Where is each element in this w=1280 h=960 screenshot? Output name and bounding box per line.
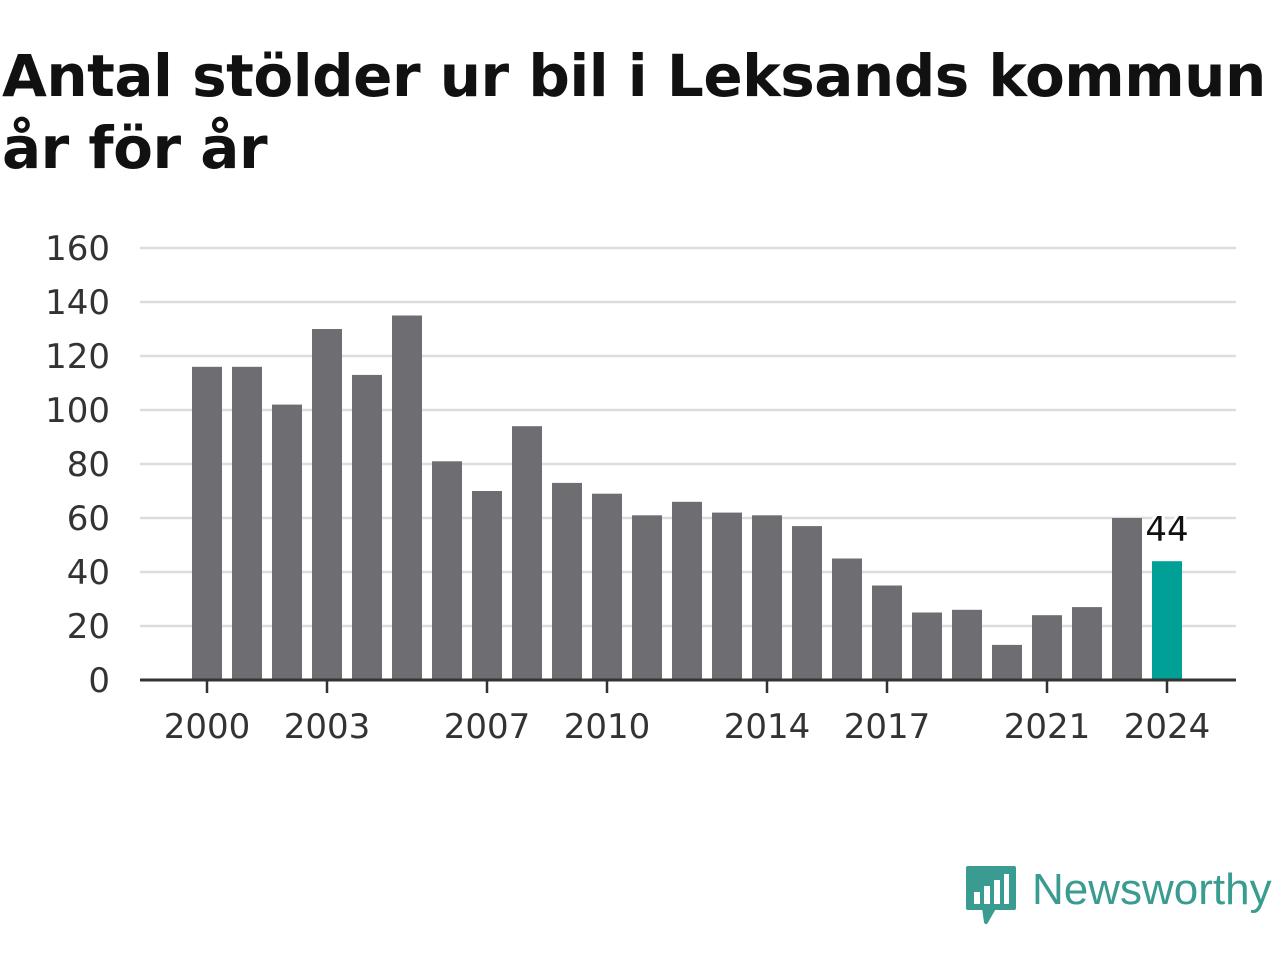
bar (712, 512, 742, 680)
bar (472, 491, 502, 680)
y-tick-label: 40 (67, 553, 110, 593)
bar (952, 609, 982, 680)
bar (1112, 518, 1142, 680)
bar (232, 366, 262, 680)
y-tick-label: 60 (67, 499, 110, 539)
newsworthy-bar-chart-icon (966, 866, 1016, 924)
bar (992, 644, 1022, 680)
bar (272, 404, 302, 680)
bar (632, 515, 662, 680)
bar (392, 315, 422, 680)
y-tick-label: 140 (45, 283, 110, 323)
bar (312, 329, 342, 680)
bar (872, 585, 902, 680)
y-tick-label: 0 (88, 661, 110, 701)
x-tick-label: 2017 (844, 707, 931, 747)
newsworthy-logo: Newsworthy (962, 862, 1280, 932)
x-tick-label: 2014 (724, 707, 811, 747)
bar (1032, 615, 1062, 680)
bar-highlight (1152, 561, 1182, 680)
x-tick-label: 2024 (1124, 707, 1211, 747)
x-tick-label: 2000 (164, 707, 251, 747)
y-tick-label: 20 (67, 607, 110, 647)
data-label: 44 (1145, 510, 1188, 550)
bar (672, 501, 702, 680)
bar (912, 612, 942, 680)
newsworthy-wordmark: Newsworthy (1032, 865, 1272, 914)
bar (792, 526, 822, 680)
bar (752, 515, 782, 680)
bar (592, 493, 622, 680)
x-tick-label: 2003 (284, 707, 371, 747)
bar (832, 558, 862, 680)
bar (432, 461, 462, 680)
y-tick-label: 120 (45, 337, 110, 377)
chart-title: Antal stölder ur bil i Leksands kommun å… (2, 42, 1266, 182)
x-tick-label: 2007 (444, 707, 531, 747)
bar (192, 366, 222, 680)
x-tick-label: 2021 (1004, 707, 1091, 747)
bar (552, 482, 582, 680)
bar (352, 374, 382, 680)
x-tick-label: 2010 (564, 707, 651, 747)
bar (512, 426, 542, 680)
bar (1072, 607, 1102, 680)
y-tick-label: 160 (45, 229, 110, 269)
y-tick-label: 80 (67, 445, 110, 485)
y-tick-label: 100 (45, 391, 110, 431)
